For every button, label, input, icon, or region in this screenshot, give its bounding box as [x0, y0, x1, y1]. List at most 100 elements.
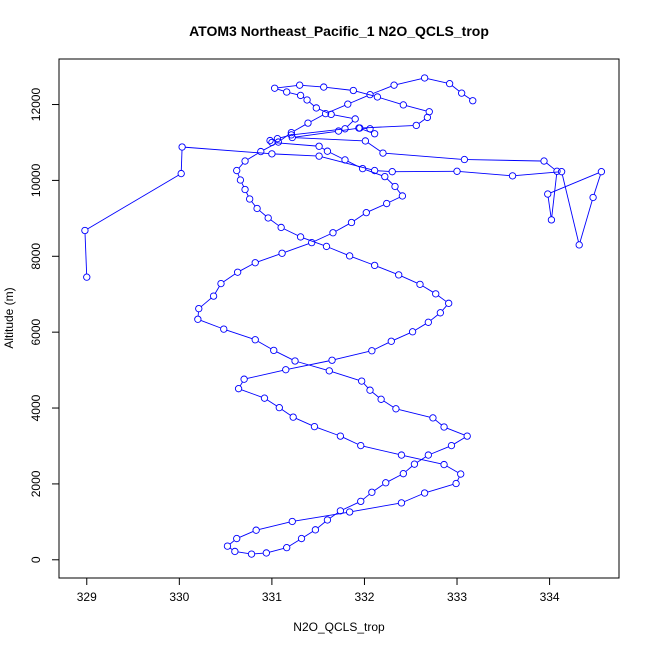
- data-point: [358, 377, 366, 385]
- series-segment: [229, 540, 235, 545]
- series-segment: [335, 223, 349, 232]
- y-tick-label: 12000: [29, 88, 43, 122]
- series-segment: [297, 361, 327, 371]
- data-point: [334, 127, 343, 135]
- series-segment: [561, 174, 579, 242]
- data-point: [268, 138, 276, 147]
- data-point: [429, 414, 437, 422]
- data-point: [381, 172, 389, 181]
- series-segment: [185, 146, 269, 155]
- series-segment: [430, 314, 439, 321]
- series-segment: [377, 170, 390, 172]
- series-segment: [343, 437, 359, 445]
- data-point: [233, 534, 241, 543]
- data-point: [320, 83, 328, 91]
- data-point: [460, 155, 469, 164]
- series-segment: [87, 174, 179, 230]
- data-point: [383, 199, 391, 208]
- data-point: [287, 128, 295, 137]
- data-point: [361, 137, 370, 145]
- series-segment: [309, 101, 315, 107]
- data-point: [321, 109, 330, 118]
- series-segment: [214, 286, 220, 294]
- series-segment: [460, 171, 510, 177]
- series-segment: [435, 419, 442, 426]
- series-segment: [229, 547, 233, 550]
- data-point: [246, 195, 254, 203]
- series-segment: [356, 90, 375, 97]
- data-point: [253, 204, 261, 213]
- data-point: [296, 81, 304, 89]
- data-point: [432, 290, 440, 298]
- x-tick-label: 333: [447, 590, 467, 604]
- data-point: [424, 318, 432, 326]
- series-segment: [200, 297, 212, 307]
- data-point: [310, 422, 319, 431]
- data-point: [410, 460, 419, 468]
- series-segment: [223, 273, 236, 283]
- series-segment: [238, 163, 244, 169]
- data-point: [178, 143, 186, 151]
- data-point: [357, 497, 365, 506]
- data-point: [315, 142, 323, 150]
- data-point: [508, 172, 517, 180]
- series-segment: [362, 493, 370, 500]
- data-point: [251, 336, 259, 344]
- data-point: [194, 315, 202, 323]
- series-segment: [546, 162, 555, 170]
- series-segment: [270, 219, 279, 226]
- series-segment: [247, 369, 283, 379]
- data-point: [440, 423, 448, 431]
- series-segment: [329, 247, 347, 256]
- series-segment: [551, 174, 558, 217]
- series-segment: [280, 134, 290, 141]
- x-tick-label: 331: [262, 590, 282, 604]
- x-axis: 329 330 331 332 333 334: [77, 578, 560, 604]
- data-point: [379, 149, 387, 157]
- series-segment: [239, 381, 243, 387]
- data-point: [399, 101, 407, 109]
- series-segment: [275, 142, 316, 147]
- data-point: [412, 121, 420, 130]
- data-point: [425, 108, 433, 116]
- data-point: [390, 81, 398, 89]
- data-point: [416, 280, 424, 289]
- series-segment: [226, 329, 253, 340]
- data-point: [373, 93, 382, 101]
- series-segment: [241, 389, 262, 398]
- series-segment: [405, 465, 413, 472]
- y-tick-label: 4000: [29, 394, 43, 421]
- series-segment: [388, 474, 401, 482]
- series-segment: [283, 228, 298, 236]
- data-point: [392, 405, 400, 413]
- data-point: [553, 167, 561, 175]
- data-point: [398, 192, 407, 200]
- series-segment: [200, 319, 221, 329]
- series-segment: [257, 340, 272, 350]
- series-segment: [593, 174, 601, 195]
- series-segment: [239, 531, 254, 538]
- data-point: [557, 168, 566, 176]
- series-segment: [259, 210, 267, 217]
- series-segment: [246, 192, 249, 197]
- series-segment: [329, 512, 339, 519]
- data-point: [296, 91, 305, 100]
- data-point: [236, 176, 245, 184]
- data-point: [547, 216, 556, 224]
- series-segment: [404, 493, 422, 503]
- series-segment: [321, 147, 325, 150]
- series-segment: [394, 332, 410, 341]
- series-segment: [347, 120, 354, 127]
- series-segment: [431, 446, 449, 455]
- data-point: [341, 156, 349, 164]
- data-point: [83, 273, 91, 281]
- series-segment: [322, 156, 372, 171]
- series-segment: [372, 85, 392, 94]
- data-point: [540, 157, 548, 165]
- series-segment: [386, 152, 462, 160]
- series-segment: [289, 539, 300, 547]
- series-segment: [277, 88, 284, 92]
- series-segment: [303, 531, 313, 538]
- data-point: [195, 304, 203, 313]
